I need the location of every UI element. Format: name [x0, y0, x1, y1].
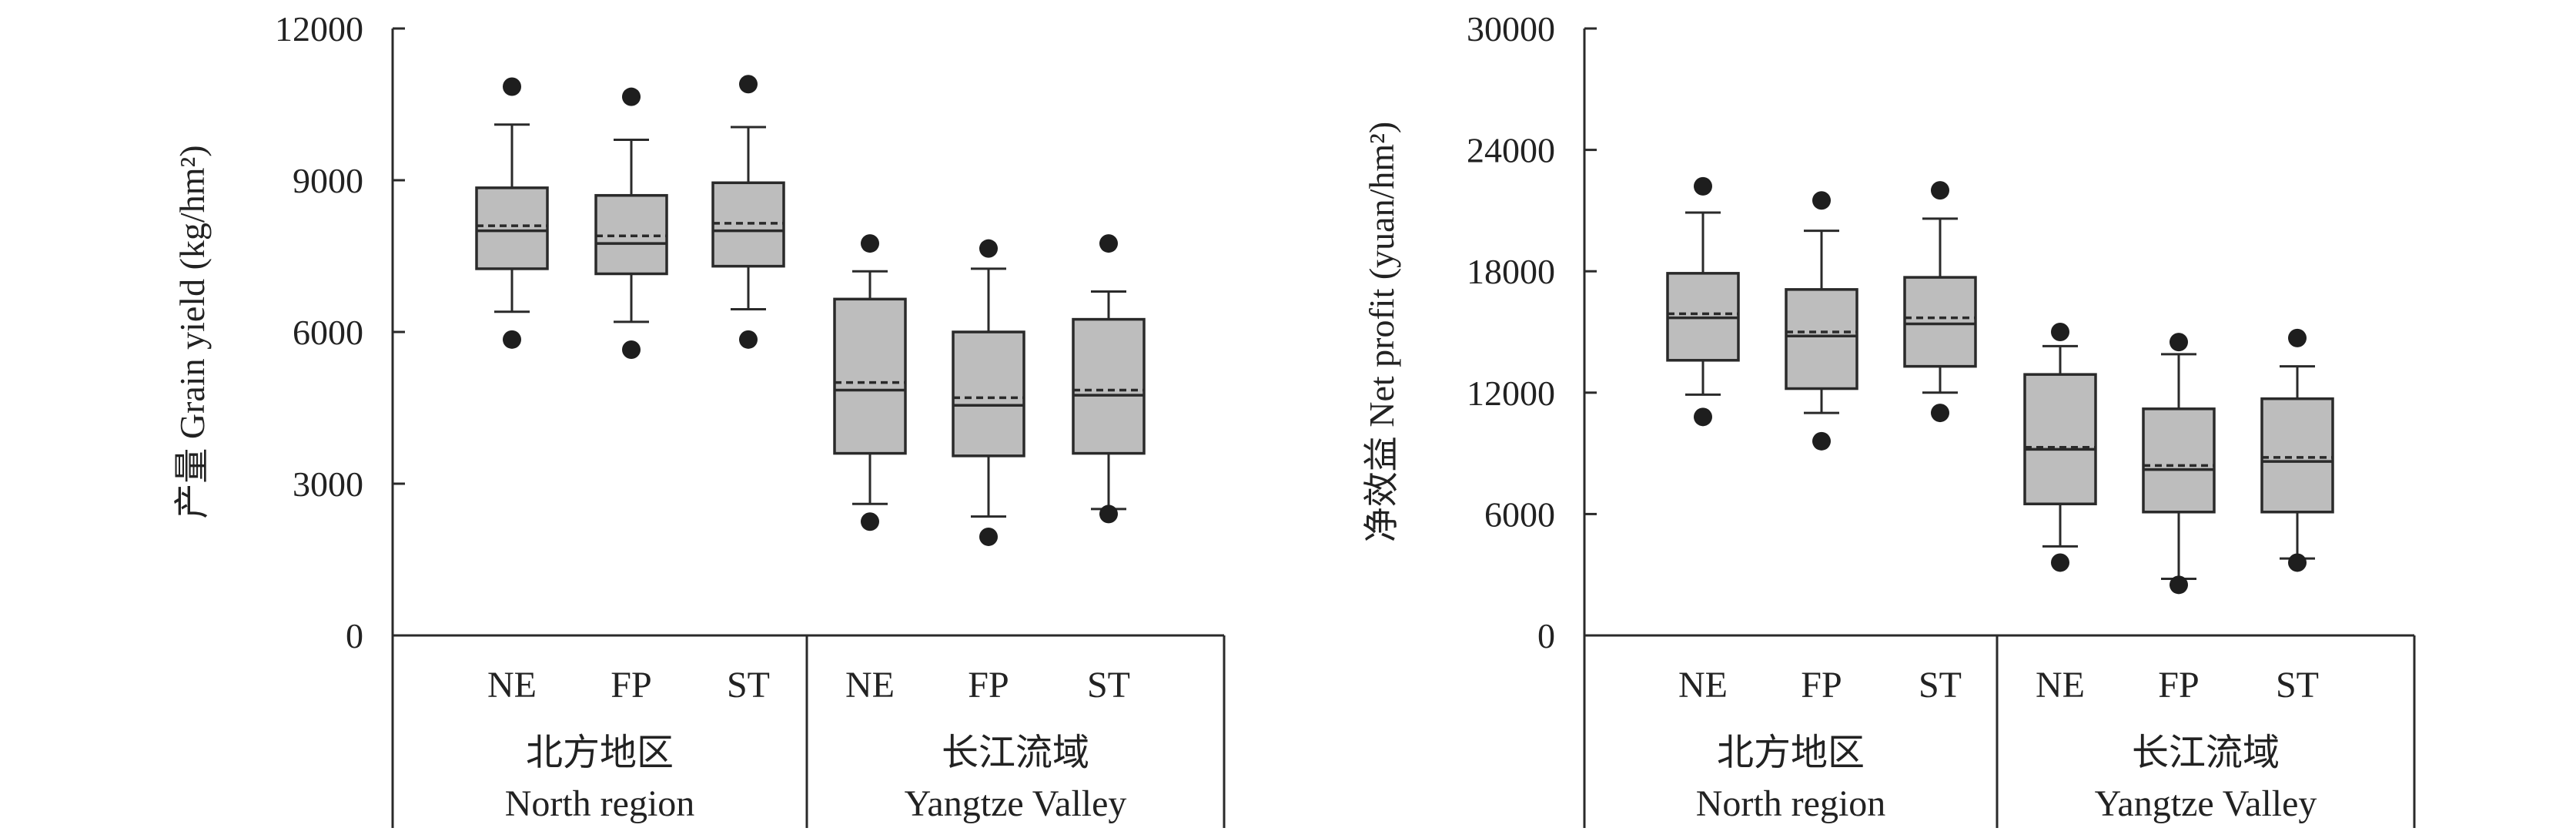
category-label: NE [2036, 665, 2085, 706]
group-label-zh: 北方地区 [1717, 732, 1865, 773]
outlier-point-low [503, 330, 521, 349]
y-axis-label: 产量 Grain yield (kg/hm²) [172, 145, 212, 518]
box-iqr [1785, 288, 1858, 391]
outlier-point-high [2051, 323, 2069, 341]
box-iqr [1903, 276, 1977, 368]
group-label-zh: 长江流域 [942, 732, 1089, 773]
outlier-point-high [503, 77, 521, 96]
outlier-point-low [622, 340, 641, 359]
y-tick-label: 0 [346, 616, 363, 655]
box-iqr [2023, 373, 2097, 506]
group-label-zh: 长江流域 [2132, 732, 2280, 773]
outlier-point-low [1099, 504, 1118, 524]
category-label: NE [487, 665, 537, 706]
box-fp-1 [594, 87, 668, 359]
outlier-point-high [1812, 191, 1831, 210]
group-label-en: Yangtze Valley [905, 783, 1127, 824]
box-ne-2 [2023, 323, 2097, 572]
box-st-1 [1903, 181, 1977, 423]
box-ne-2 [833, 234, 907, 531]
y-axis-label: 净效益 Net profit (yuan/hm²) [1362, 122, 1401, 543]
category-label: ST [2276, 665, 2319, 706]
box-st-2 [2260, 328, 2334, 572]
y-tick-label: 18000 [1467, 252, 1555, 291]
box-ne-1 [1666, 176, 1740, 427]
y-tick-label: 12000 [275, 9, 363, 49]
outlier-point-low [1694, 407, 1712, 427]
category-label: FP [968, 665, 1009, 706]
y-tick-label: 0 [1537, 616, 1555, 655]
box-st-2 [1072, 234, 1146, 524]
group-label-en: North region [1696, 783, 1886, 824]
group-label-en: North region [505, 783, 695, 824]
outlier-point-high [861, 234, 879, 253]
outlier-point-high [1099, 234, 1118, 253]
y-tick-label: 6000 [293, 313, 363, 352]
chart-panel-1: 0 3000 6000 9000 12000 产量 Grain yield (kg/hm²… [172, 9, 1226, 828]
outlier-point-low [2051, 553, 2069, 572]
box-iqr [833, 297, 907, 455]
outlier-point-low [979, 527, 998, 546]
outlier-point-low [739, 330, 758, 349]
box-fp-2 [2142, 333, 2216, 595]
box-fp-2 [952, 239, 1025, 546]
outlier-point-high [1694, 176, 1712, 196]
group-label-en: Yangtze Valley [2095, 783, 2317, 824]
outlier-point-high [739, 75, 758, 94]
box-ne-1 [475, 77, 549, 349]
category-label: ST [727, 665, 770, 706]
y-tick-label: 6000 [1484, 494, 1555, 534]
y-tick-label: 12000 [1467, 374, 1555, 413]
category-label: FP [2158, 665, 2199, 706]
outlier-point-high [2288, 328, 2307, 347]
box-iqr [1072, 317, 1146, 455]
group-label-zh: 北方地区 [526, 732, 674, 773]
outlier-point-high [979, 239, 998, 258]
category-label: ST [1919, 665, 1962, 706]
y-tick-label: 9000 [293, 161, 363, 200]
outlier-point-low [1812, 431, 1831, 451]
y-tick-label: 3000 [293, 464, 363, 504]
outlier-point-high [622, 87, 641, 106]
category-label: ST [1087, 665, 1130, 706]
outlier-point-low [2288, 553, 2307, 572]
box-iqr [952, 330, 1025, 458]
box-iqr [2260, 397, 2334, 514]
y-tick-label: 24000 [1467, 131, 1555, 170]
box-fp-1 [1785, 191, 1858, 451]
category-label: NE [845, 665, 895, 706]
box-iqr [2142, 407, 2216, 514]
chart-panel-2: 0 6000 12000 18000 24000 30000 净效益 Net profit … [1362, 9, 2416, 828]
outlier-point-low [1931, 404, 1949, 423]
y-tick-label: 30000 [1467, 9, 1555, 49]
outlier-point-low [2170, 575, 2188, 595]
category-label: FP [1801, 665, 1842, 706]
box-iqr [475, 186, 549, 270]
box-st-1 [711, 75, 785, 349]
category-label: NE [1678, 665, 1728, 706]
outlier-point-high [1931, 181, 1949, 200]
outlier-point-low [861, 512, 879, 531]
category-label: FP [611, 665, 651, 706]
outlier-point-high [2170, 333, 2188, 352]
